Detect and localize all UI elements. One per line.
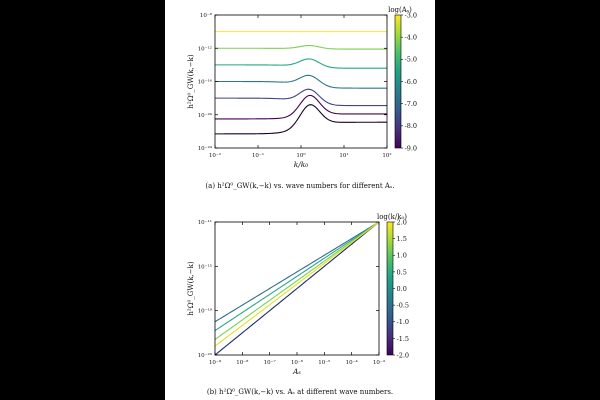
x-tick-label: 10⁻⁶ bbox=[291, 359, 304, 366]
y-tick-label: 10⁻¹² bbox=[198, 45, 212, 52]
x-tick-label: 10⁻⁷ bbox=[264, 359, 277, 366]
x-tick-label: 10⁻⁵ bbox=[318, 359, 330, 366]
y-axis-label: h²Ω⁰_GW(k,−k) bbox=[187, 261, 195, 316]
x-tick-label: 10⁻⁴ bbox=[346, 359, 359, 366]
series-line bbox=[215, 104, 387, 135]
y-tick-label: 10⁻²⁰ bbox=[198, 112, 213, 119]
colorbar-tick-label: -7.0 bbox=[405, 100, 418, 108]
chart-a: 10⁻² 10⁻¹ 10⁰ 10¹ 10² 10⁻²⁴ 10⁻²⁰ 10⁻¹⁶ 10⁻¹² 10⁻… bbox=[187, 6, 417, 190]
series-line bbox=[214, 221, 380, 356]
colorbar-tick-label: -9.0 bbox=[405, 144, 418, 152]
colorbar bbox=[394, 14, 402, 149]
x-tick-label: 10¹ bbox=[339, 152, 348, 159]
colorbar-label: log(Aₛ) bbox=[388, 6, 412, 14]
series-line bbox=[215, 88, 387, 107]
colorbar-tick-label: -5.0 bbox=[405, 56, 418, 64]
colorbar-tick-label: -2.0 bbox=[397, 351, 410, 359]
x-tick-label: 10⁻³ bbox=[373, 359, 385, 366]
caption: (b) h²Ω⁰_GW(k,−k) vs. Aₛ at different wa… bbox=[207, 388, 393, 396]
series-line bbox=[215, 44, 387, 50]
colorbar-tick-label: -1.5 bbox=[397, 335, 410, 343]
colorbar-tick-label: 0.5 bbox=[397, 268, 407, 276]
y-tick-label: 10⁻⁸ bbox=[200, 12, 213, 19]
colorbar bbox=[386, 221, 394, 356]
colorbar-tick-label: -0.5 bbox=[397, 302, 410, 310]
colorbar-tick-label: 1.0 bbox=[397, 252, 407, 260]
series-line bbox=[214, 221, 380, 340]
x-tick-label: 10⁻² bbox=[209, 152, 221, 159]
x-tick-label: 10² bbox=[382, 152, 391, 159]
x-tick-label: 10⁻⁹ bbox=[209, 359, 222, 366]
x-axis-label: Aₛ bbox=[292, 367, 301, 376]
colorbar-tick-label: 1.5 bbox=[397, 235, 407, 243]
series-line bbox=[214, 221, 380, 323]
x-tick-label: 10⁻¹ bbox=[252, 152, 264, 159]
y-tick-label: 10⁻¹⁹ bbox=[198, 308, 213, 315]
y-tick-label: 10⁻²⁴ bbox=[198, 145, 213, 152]
x-tick-label: 10⁰ bbox=[296, 152, 306, 159]
colorbar-tick-label: -4.0 bbox=[405, 34, 418, 42]
caption: (a) h²Ω⁰_GW(k,−k) vs. wave numbers for d… bbox=[205, 182, 394, 190]
series-line bbox=[215, 94, 387, 120]
series-line bbox=[215, 58, 387, 69]
colorbar-tick-label: 0.0 bbox=[397, 285, 407, 293]
colorbar-tick-label: 2.0 bbox=[397, 218, 407, 226]
x-axis-label: k/k₀ bbox=[294, 160, 309, 169]
colorbar-label: log(k/k₀) bbox=[377, 213, 407, 221]
colorbar-tick-label: -3.0 bbox=[405, 11, 418, 19]
y-axis-label: h²Ω⁰_GW(k,−k) bbox=[187, 54, 195, 109]
colorbar-tick-label: -8.0 bbox=[405, 122, 418, 130]
y-tick-label: 10⁻¹¹ bbox=[198, 219, 212, 226]
x-tick-label: 10⁻⁸ bbox=[236, 359, 249, 366]
chart-b: 10⁻⁹ 10⁻⁸ 10⁻⁷ 10⁻⁶ 10⁻⁵ 10⁻⁴ 10⁻³ 10⁻²³ 10⁻¹⁹ 10… bbox=[187, 213, 409, 396]
y-tick-label: 10⁻¹⁶ bbox=[198, 79, 213, 86]
series-line bbox=[214, 221, 380, 332]
colorbar-tick-label: -6.0 bbox=[405, 78, 418, 86]
figure-panel: 10⁻² 10⁻¹ 10⁰ 10¹ 10² 10⁻²⁴ 10⁻²⁰ 10⁻¹⁶ 10⁻¹² 10⁻… bbox=[165, 0, 435, 400]
figure-canvas: 10⁻² 10⁻¹ 10⁰ 10¹ 10² 10⁻²⁴ 10⁻²⁰ 10⁻¹⁶ 10⁻¹² 10⁻… bbox=[187, 6, 417, 396]
series-line bbox=[214, 221, 380, 347]
y-tick-label: 10⁻²³ bbox=[198, 352, 212, 359]
colorbar-tick-label: -1.0 bbox=[397, 318, 410, 326]
series-line bbox=[215, 74, 387, 89]
y-tick-label: 10⁻¹⁵ bbox=[198, 263, 212, 270]
